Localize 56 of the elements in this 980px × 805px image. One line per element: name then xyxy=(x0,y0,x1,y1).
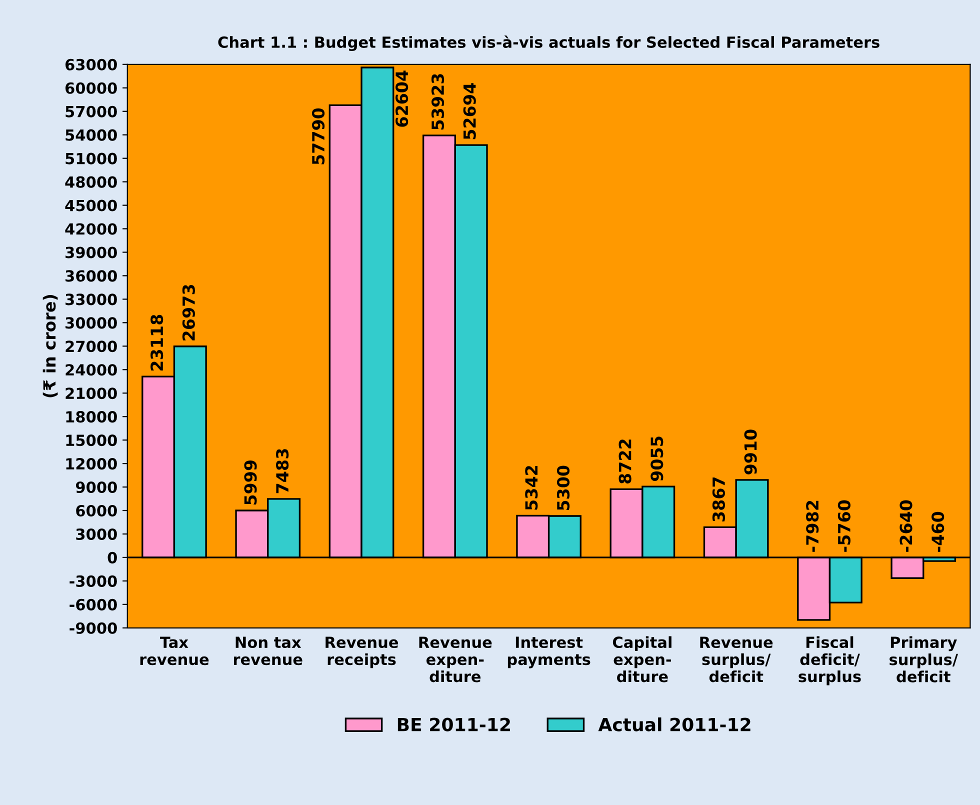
data-label: 5300 xyxy=(556,466,570,510)
data-label: 26973 xyxy=(182,285,195,340)
y-tick-label: 33000 xyxy=(66,294,117,306)
y-tick-label: 48000 xyxy=(65,176,117,188)
y-tick-label: 24000 xyxy=(66,364,117,376)
data-label: 7483 xyxy=(276,449,289,494)
y-tick-label: 42000 xyxy=(65,223,117,235)
y-tick-label: 30000 xyxy=(66,317,117,329)
x-tick-label: Revenue expen- diture xyxy=(419,636,492,682)
y-tick-label: 6000 xyxy=(76,504,117,517)
x-tick-label: Interest payments xyxy=(508,636,590,668)
y-tick-label: 18000 xyxy=(66,411,117,423)
x-tick-label: Capital expen- diture xyxy=(612,636,672,682)
x-tick-label: Fiscal deficit/ surplus xyxy=(798,636,861,686)
y-tick-label: -9000 xyxy=(70,622,117,634)
y-tick-label: 0 xyxy=(108,552,117,564)
x-tick-label: Non tax revenue xyxy=(234,636,302,666)
chart-title: Chart 1.1 : Budget Estimates vis-à-vis actuals for Selected Fiscal Parameters xyxy=(218,36,880,52)
data-label: 8722 xyxy=(618,440,632,484)
y-tick-label: 9000 xyxy=(76,481,117,494)
data-label: 9055 xyxy=(650,436,664,482)
data-label: -2640 xyxy=(900,500,912,552)
data-label: 57790 xyxy=(312,108,325,164)
data-label: 62604 xyxy=(396,70,408,127)
y-tick-label: -6000 xyxy=(70,598,117,610)
y-tick-label: 39000 xyxy=(66,246,117,258)
y-tick-label: 51000 xyxy=(66,152,117,164)
data-label: -5760 xyxy=(838,500,850,552)
y-tick-label: 63000 xyxy=(65,58,117,70)
y-tick-label: 15000 xyxy=(66,434,117,446)
x-tick-label: Revenue surplus/ deficit xyxy=(700,636,773,682)
data-label: 5342 xyxy=(525,466,538,510)
data-label: 5999 xyxy=(244,460,257,505)
y-tick-label: 60000 xyxy=(65,82,117,94)
legend-label: BE 2011-12 xyxy=(398,718,510,732)
data-label: 3867 xyxy=(712,477,726,522)
data-label: -7982 xyxy=(806,500,819,552)
legend-label: Actual 2011-12 xyxy=(598,717,750,732)
y-tick-label: 27000 xyxy=(66,340,117,352)
x-tick-label: Tax revenue xyxy=(140,636,209,666)
x-tick-label: Primary surplus/ deficit xyxy=(890,636,958,682)
y-tick-label: -3000 xyxy=(70,575,117,587)
y-tick-label: 3000 xyxy=(76,528,117,540)
y-tick-label: 36000 xyxy=(66,270,117,282)
data-label: 9910 xyxy=(744,430,757,474)
y-tick-label: 21000 xyxy=(66,388,117,400)
data-label: 53923 xyxy=(431,74,444,130)
data-label: 23118 xyxy=(150,314,164,371)
data-label: -460 xyxy=(932,512,944,552)
y-tick-label: 57000 xyxy=(66,106,117,118)
y-axis-title: (₹ in crore) xyxy=(42,295,58,398)
x-tick-label: Revenue receipts xyxy=(326,636,398,668)
data-label: 52694 xyxy=(463,83,476,140)
y-tick-label: 12000 xyxy=(66,458,117,470)
y-tick-label: 54000 xyxy=(66,129,117,141)
y-tick-label: 45000 xyxy=(65,200,117,212)
